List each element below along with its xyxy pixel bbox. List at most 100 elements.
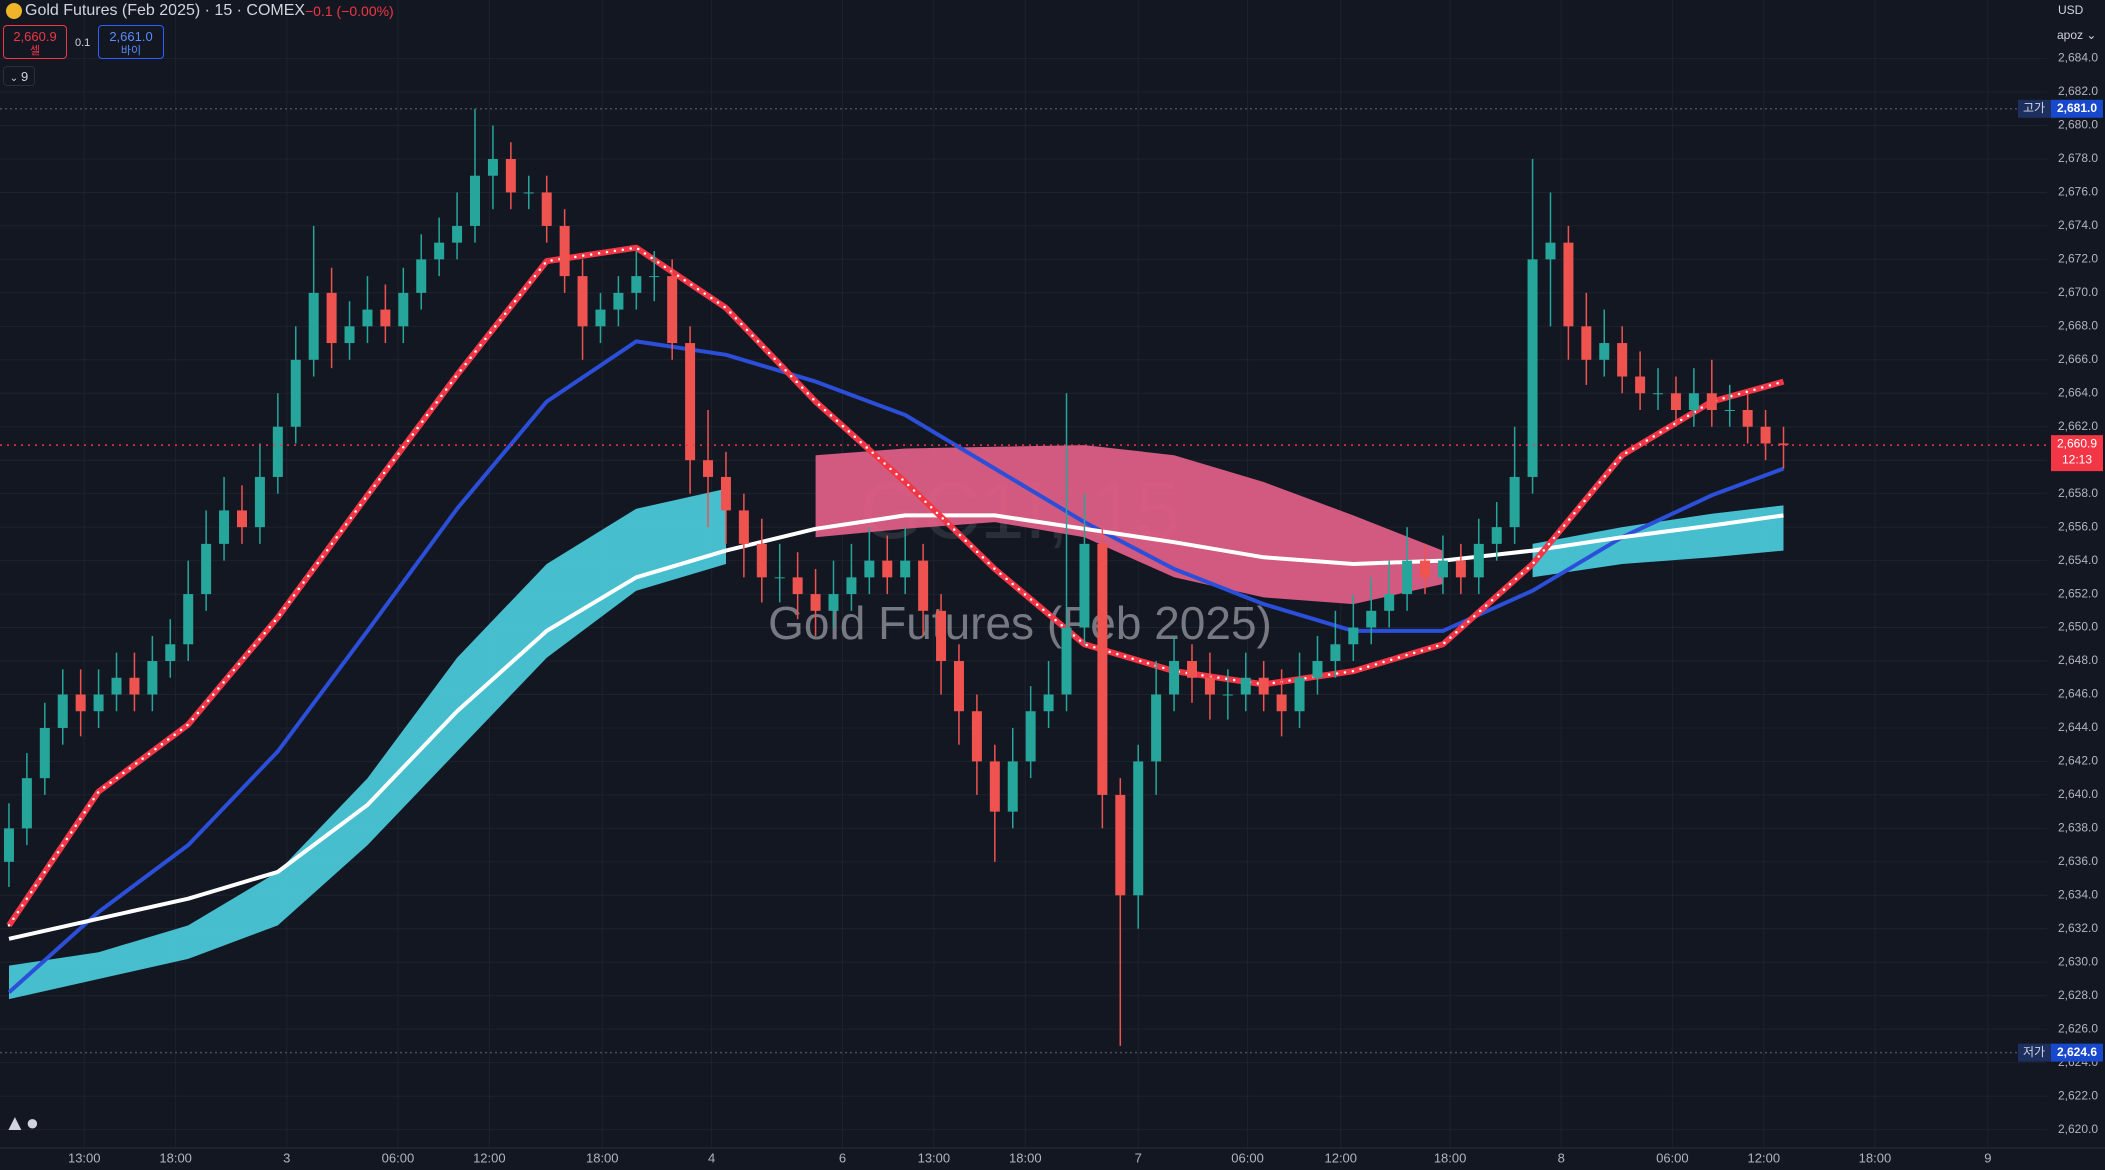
candle-body bbox=[559, 225, 570, 277]
candle-body bbox=[272, 426, 283, 477]
x-tick-label: 6 bbox=[839, 1150, 846, 1165]
x-tick-label: 18:00 bbox=[1434, 1150, 1467, 1165]
logo[interactable]: ▲● bbox=[4, 1110, 40, 1135]
candle-body bbox=[1760, 426, 1771, 444]
candle-body bbox=[416, 259, 427, 293]
indicator-toggle[interactable]: ⌄ 9 bbox=[3, 66, 35, 86]
y-tick-label: 2,666.0 bbox=[2058, 352, 2098, 366]
candle-body bbox=[828, 594, 839, 611]
candle-body bbox=[1437, 560, 1448, 578]
candle-body bbox=[487, 158, 498, 176]
buy-button[interactable]: 2,661.0 바이 bbox=[98, 25, 164, 59]
candle-body bbox=[792, 577, 803, 595]
candle-body bbox=[1258, 677, 1269, 695]
candle-body bbox=[1455, 560, 1466, 578]
last-price-bg bbox=[2051, 435, 2103, 472]
candle-body bbox=[1079, 543, 1090, 628]
y-tick-label: 2,682.0 bbox=[2058, 84, 2098, 98]
level-value-bg bbox=[2051, 99, 2103, 118]
candle-body bbox=[1366, 610, 1377, 628]
sell-button[interactable]: 2,660.9 셀 bbox=[3, 25, 67, 59]
candle-body bbox=[1742, 410, 1753, 427]
candle-body bbox=[1276, 694, 1287, 712]
user-menu[interactable]: apoz ⌄ bbox=[2057, 28, 2097, 42]
candle-body bbox=[183, 594, 194, 645]
candle-body bbox=[308, 292, 319, 360]
watermark-name: Gold Futures (Feb 2025) bbox=[768, 597, 1272, 649]
candle-body bbox=[452, 225, 463, 243]
candle-body bbox=[129, 677, 140, 695]
candle-body bbox=[703, 460, 714, 477]
x-tick-label: 13:00 bbox=[68, 1150, 101, 1165]
last-price: 2,660.9 bbox=[2057, 436, 2097, 450]
y-tick-label: 2,620.0 bbox=[2058, 1122, 2098, 1136]
candle-body bbox=[505, 158, 516, 193]
candle-body bbox=[1706, 393, 1717, 410]
x-tick-label: 12:00 bbox=[1324, 1150, 1357, 1165]
candle-body bbox=[1115, 794, 1126, 896]
candle-body bbox=[1133, 761, 1144, 896]
candle-body bbox=[1420, 560, 1431, 578]
candle-body bbox=[1599, 343, 1610, 360]
level-tag-label: 저가 bbox=[2023, 1045, 2045, 1059]
symbol-icon bbox=[6, 3, 22, 19]
candle-body bbox=[756, 543, 767, 578]
y-tick-label: 2,674.0 bbox=[2058, 218, 2098, 232]
candle-body bbox=[219, 510, 230, 544]
candle-body bbox=[649, 276, 660, 278]
candle-body bbox=[39, 727, 50, 779]
candle-body bbox=[434, 242, 445, 260]
currency[interactable]: USD bbox=[2058, 3, 2084, 17]
candle-body bbox=[918, 560, 929, 611]
x-tick-label: 3 bbox=[283, 1150, 290, 1165]
y-tick-label: 2,622.0 bbox=[2058, 1088, 2098, 1102]
candle-body bbox=[93, 694, 104, 712]
candle-body bbox=[362, 309, 373, 327]
level-tag-label: 고가 bbox=[2023, 101, 2045, 115]
x-tick-label: 18:00 bbox=[1009, 1150, 1042, 1165]
y-tick-label: 2,664.0 bbox=[2058, 385, 2098, 399]
candle-body bbox=[1097, 543, 1108, 795]
sell-price: 2,660.9 bbox=[13, 29, 57, 44]
candle-body bbox=[774, 577, 785, 579]
y-tick-label: 2,676.0 bbox=[2058, 185, 2098, 199]
candle-body bbox=[326, 292, 337, 344]
candle-body bbox=[1491, 527, 1502, 544]
x-tick-label: 8 bbox=[1558, 1150, 1565, 1165]
candle-body bbox=[3, 828, 14, 862]
symbol-title[interactable]: Gold Futures (Feb 2025) · 15 · COMEX bbox=[25, 2, 306, 19]
y-tick-label: 2,678.0 bbox=[2058, 151, 2098, 165]
y-tick-label: 2,632.0 bbox=[2058, 921, 2098, 935]
candle-body bbox=[577, 276, 588, 327]
candle-body bbox=[936, 610, 947, 662]
y-tick-label: 2,646.0 bbox=[2058, 687, 2098, 701]
candle-body bbox=[595, 309, 606, 327]
y-tick-label: 2,668.0 bbox=[2058, 318, 2098, 332]
y-tick-label: 2,638.0 bbox=[2058, 821, 2098, 835]
candle-body bbox=[75, 694, 86, 712]
candle-body bbox=[201, 543, 212, 595]
level-tag-bg bbox=[2018, 1043, 2051, 1062]
x-tick-label: 18:00 bbox=[586, 1150, 619, 1165]
y-tick-label: 2,644.0 bbox=[2058, 720, 2098, 734]
candle-body bbox=[1061, 627, 1072, 695]
x-tick-label: 18:00 bbox=[1859, 1150, 1892, 1165]
x-tick-label: 06:00 bbox=[382, 1150, 415, 1165]
candle-body bbox=[1330, 644, 1341, 662]
candle-body bbox=[1635, 376, 1646, 394]
candle-body bbox=[1724, 410, 1735, 411]
y-tick-label: 2,652.0 bbox=[2058, 586, 2098, 600]
level-value-bg bbox=[2051, 1043, 2103, 1062]
band-area bbox=[815, 445, 1443, 605]
x-tick-label: 06:00 bbox=[1656, 1150, 1689, 1165]
buy-price: 2,661.0 bbox=[109, 29, 153, 44]
x-tick-label: 12:00 bbox=[1748, 1150, 1781, 1165]
ma-line bbox=[8, 513, 1784, 941]
candle-body bbox=[1778, 443, 1789, 446]
candle-body bbox=[1384, 594, 1395, 611]
candle-body bbox=[685, 343, 696, 461]
y-tick-label: 2,630.0 bbox=[2058, 954, 2098, 968]
